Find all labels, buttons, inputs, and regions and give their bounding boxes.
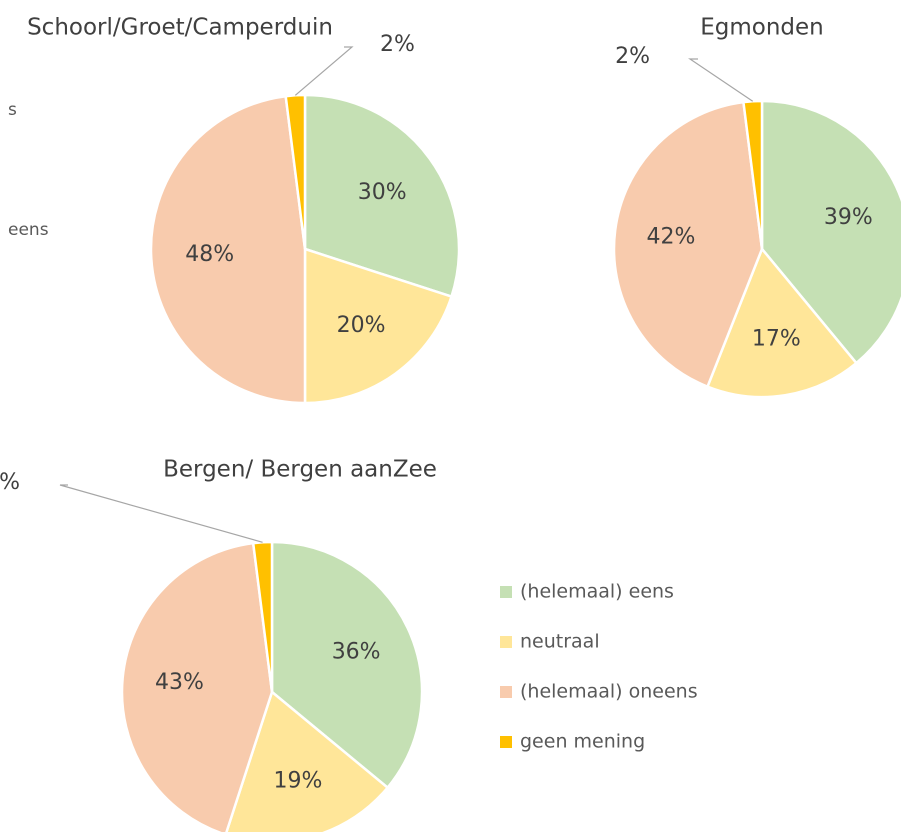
chart-title: Egmonden [700, 15, 824, 41]
pie-slice [742, 99, 764, 250]
data-label: 43% [155, 670, 204, 695]
data-label: 20% [337, 313, 386, 338]
leader-line [294, 46, 354, 96]
data-label: 39% [824, 205, 873, 230]
data-label: 17% [752, 327, 801, 352]
data-label: 36% [332, 639, 381, 664]
chart-title: Schoorl/Groet/Camperduin [27, 15, 333, 41]
data-label: 48% [185, 242, 234, 267]
data-label: 2% [615, 44, 650, 69]
pie-slice [270, 540, 424, 790]
pie-slice [149, 94, 307, 405]
legend-swatch [500, 586, 512, 598]
legend-swatch [500, 686, 512, 698]
data-label: 30% [358, 180, 407, 205]
pie-slice [120, 541, 274, 832]
legend-label: (helemaal) eens [520, 581, 674, 603]
legend-label: neutraal [520, 631, 600, 653]
pie-slice [760, 99, 901, 365]
data-label: 2% [380, 32, 415, 57]
legend-swatch [500, 736, 512, 748]
legend-label: geen mening [520, 731, 645, 753]
legend-label: (helemaal) oneens [520, 681, 698, 703]
leader-line [688, 58, 754, 102]
data-label: 42% [647, 224, 696, 249]
pie-slice [225, 689, 390, 832]
legend-swatch [500, 636, 512, 648]
data-label: 2% [0, 470, 20, 495]
pie-slice [251, 540, 274, 693]
pie-slice [612, 100, 764, 389]
chart-title: Bergen/ Bergen aanZee [163, 457, 437, 483]
leader-line [59, 484, 263, 543]
cropped-legend-text: eens [8, 220, 49, 240]
cropped-legend-text: s [8, 100, 17, 120]
pie-slice [303, 93, 461, 299]
data-label: 19% [273, 768, 322, 793]
pie-slice [705, 246, 859, 399]
pie-slice [303, 247, 454, 405]
